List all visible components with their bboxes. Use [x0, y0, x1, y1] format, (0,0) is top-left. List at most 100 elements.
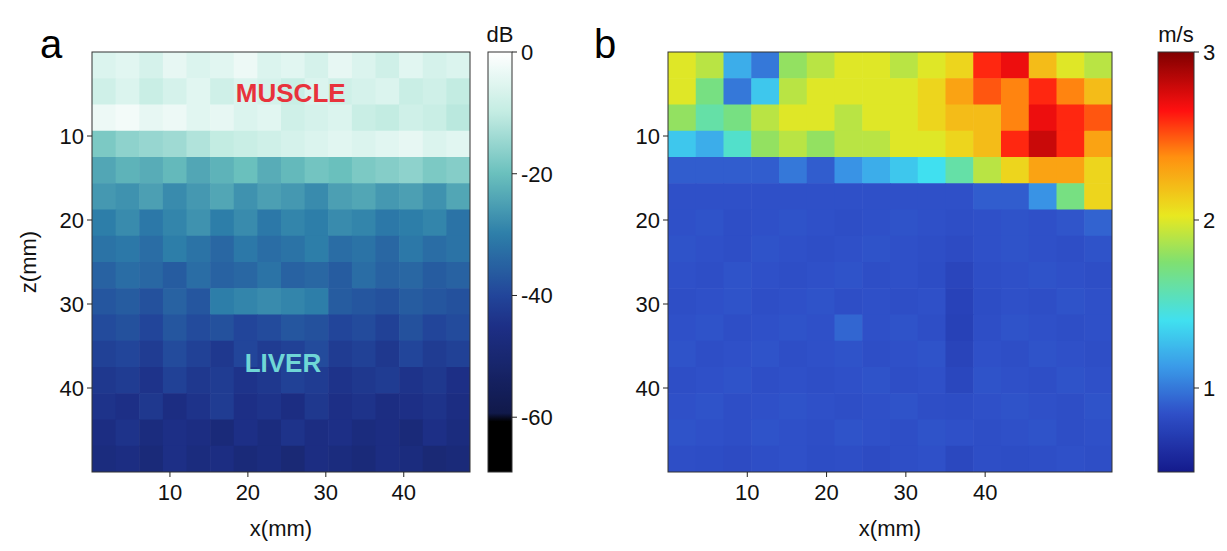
heatmap-cell: [352, 105, 376, 132]
annotation: LIVER: [245, 348, 322, 378]
heatmap-cell: [139, 367, 163, 394]
heatmap-cell: [890, 78, 918, 105]
heatmap-cell: [835, 210, 863, 237]
heatmap-cell: [890, 446, 918, 472]
heatmap-cell: [946, 393, 974, 420]
x-tick: [247, 472, 248, 477]
heatmap-cell: [210, 183, 234, 210]
heatmap-cell: [352, 341, 376, 368]
heatmap-cell: [890, 131, 918, 158]
heatmap-cell: [305, 131, 329, 158]
heatmap-cell: [668, 52, 696, 79]
heatmap-cell: [234, 315, 258, 342]
heatmap-cell: [305, 262, 329, 289]
x-tick-label: 10: [735, 480, 759, 505]
heatmap-cell: [281, 236, 305, 263]
heatmap-cell: [918, 420, 946, 447]
heatmap-cell: [696, 262, 724, 289]
heatmap-cell: [696, 105, 724, 132]
heatmap-cell: [376, 52, 400, 79]
heatmap-cell: [399, 105, 423, 132]
heatmap-cell: [696, 288, 724, 315]
heatmap-cell: [724, 78, 752, 105]
heatmap-cell: [835, 420, 863, 447]
heatmap-cell: [210, 52, 234, 79]
heatmap-cell: [1001, 367, 1029, 394]
heatmap-cell: [376, 341, 400, 368]
heatmap-cell: [973, 288, 1001, 315]
heatmap-cell: [835, 315, 863, 342]
heatmap-cell: [281, 288, 305, 315]
heatmap-cell: [305, 236, 329, 263]
heatmap-cell: [257, 157, 281, 184]
heatmap-cell: [139, 131, 163, 158]
x-tick-label: 10: [158, 480, 182, 505]
heatmap-cell: [1029, 341, 1057, 368]
heatmap-cell: [210, 288, 234, 315]
heatmap-cell: [376, 105, 400, 132]
heatmap-cell: [446, 78, 470, 105]
heatmap-cell: [163, 78, 187, 105]
heatmap-cell: [1001, 78, 1029, 105]
heatmap-cell: [163, 157, 187, 184]
heatmap-cell: [696, 420, 724, 447]
heatmap-cell: [835, 393, 863, 420]
heatmap-cell: [724, 393, 752, 420]
heatmap-cell: [1029, 52, 1057, 79]
heatmap-cell: [281, 105, 305, 132]
heatmap-cell: [399, 52, 423, 79]
heatmap-cell: [234, 288, 258, 315]
plot-frame: [668, 52, 1112, 472]
heatmap-cell: [918, 78, 946, 105]
heatmap-cell: [116, 236, 140, 263]
heatmap-cell: [890, 315, 918, 342]
heatmap-cell: [92, 78, 116, 105]
heatmap-cell: [163, 105, 187, 132]
heatmap-cell: [187, 78, 211, 105]
heatmap-cell: [918, 52, 946, 79]
x-tick: [747, 472, 748, 477]
heatmap-cell: [328, 52, 352, 79]
heatmap-cell: [116, 131, 140, 158]
heatmap-cell: [973, 52, 1001, 79]
heatmap-cell: [779, 367, 807, 394]
heatmap-cell: [376, 236, 400, 263]
heatmap-cell: [1001, 183, 1029, 210]
heatmap-cell: [668, 315, 696, 342]
colorbar-tick: [1194, 220, 1199, 221]
heatmap-cell: [163, 315, 187, 342]
colorbar-tick: [512, 417, 517, 418]
y-tick: [663, 304, 668, 305]
heatmap-cell: [163, 262, 187, 289]
heatmap-cell: [973, 367, 1001, 394]
heatmap-cell: [139, 446, 163, 472]
heatmap-cell: [163, 288, 187, 315]
heatmap-cell: [92, 367, 116, 394]
heatmap-cell: [1084, 393, 1112, 420]
heatmap-cell: [1057, 78, 1085, 105]
heatmap-cell: [399, 393, 423, 420]
heatmap-cell: [835, 341, 863, 368]
plot-frame: [92, 52, 470, 472]
y-tick: [87, 304, 92, 305]
heatmap-cell: [862, 210, 890, 237]
heatmap-cell: [423, 236, 447, 263]
heatmap-cell: [210, 341, 234, 368]
heatmap-cell: [210, 78, 234, 105]
heatmap-cell: [1001, 131, 1029, 158]
heatmap-cell: [668, 157, 696, 184]
heatmap-cell: [779, 393, 807, 420]
heatmap-cell: [376, 315, 400, 342]
heatmap-cell: [668, 236, 696, 263]
y-tick: [663, 136, 668, 137]
heatmap-cell: [376, 446, 400, 472]
heatmap-cell: [668, 446, 696, 472]
heatmap-cell: [973, 341, 1001, 368]
x-tick-label: 20: [236, 480, 260, 505]
heatmap-cell: [890, 210, 918, 237]
heatmap-cell: [163, 341, 187, 368]
heatmap-cell: [696, 367, 724, 394]
heatmap-cell: [918, 183, 946, 210]
heatmap-cell: [1057, 341, 1085, 368]
heatmap-cell: [890, 105, 918, 132]
